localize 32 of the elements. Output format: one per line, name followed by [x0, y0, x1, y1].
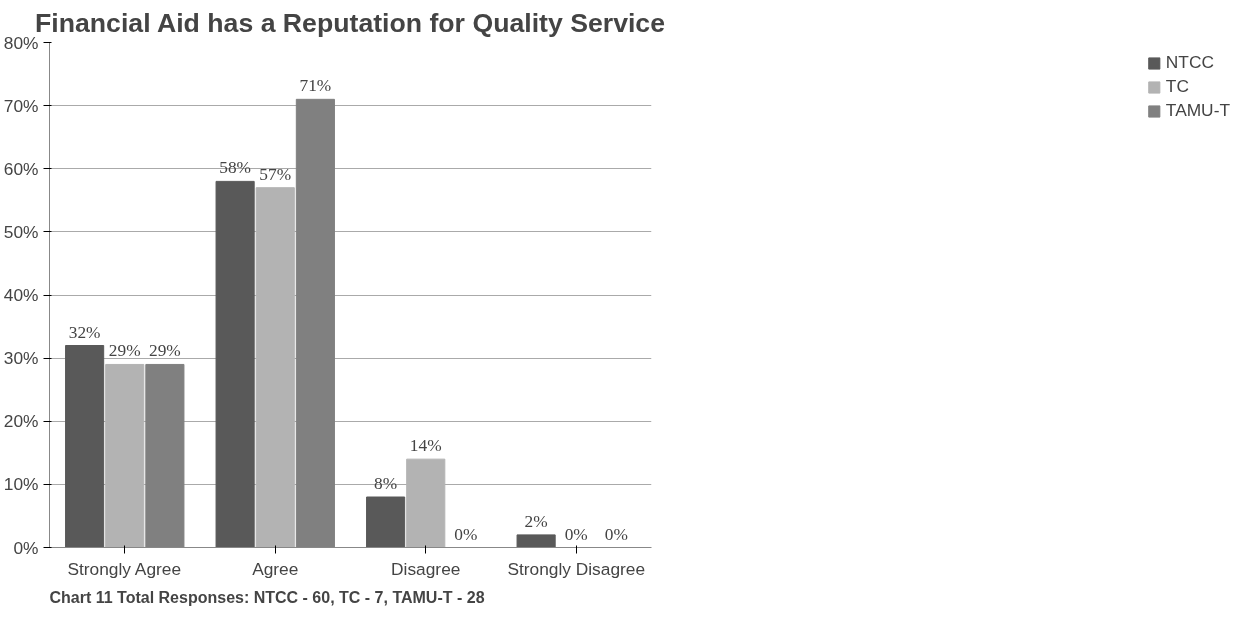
x-tick-label: Strongly Agree [67, 558, 182, 579]
x-tick-label: Agree [252, 558, 299, 579]
caption: Chart 11 Total Responses: NTCC - 60, TC - 7, TAMU-T - 28 [49, 588, 485, 606]
data-label: 0% [454, 524, 478, 544]
legend-label: TC [1165, 76, 1189, 97]
data-label: 58% [219, 158, 251, 178]
data-label: 2% [524, 511, 548, 531]
bar [516, 534, 556, 548]
bar [366, 496, 406, 548]
y-tick-label: 10% [3, 474, 39, 495]
data-label: 57% [259, 164, 292, 184]
data-label: 29% [108, 341, 141, 361]
y-tick-label: 0% [13, 537, 39, 558]
data-label: 29% [149, 341, 181, 361]
y-tick-label: 70% [3, 95, 39, 116]
data-label: 8% [374, 474, 398, 493]
data-label: 14% [409, 436, 442, 456]
x-tick-label: Disagree [391, 558, 461, 579]
legend-label: NTCC [1165, 52, 1214, 73]
data-label: 0% [564, 524, 588, 544]
x-tick-label: Strongly Disagree [507, 558, 646, 579]
y-tick-label: 60% [3, 158, 39, 179]
bar [65, 345, 105, 548]
y-tick-label: 50% [3, 221, 39, 242]
data-label: 71% [299, 76, 332, 96]
data-label: 0% [604, 524, 628, 544]
bar [215, 180, 255, 548]
y-tick-label: 30% [3, 348, 39, 369]
y-tick-label: 20% [3, 411, 39, 432]
legend-label: TAMU-T [1165, 100, 1230, 121]
data-label: 32% [68, 322, 101, 342]
y-tick-label: 40% [3, 285, 39, 305]
